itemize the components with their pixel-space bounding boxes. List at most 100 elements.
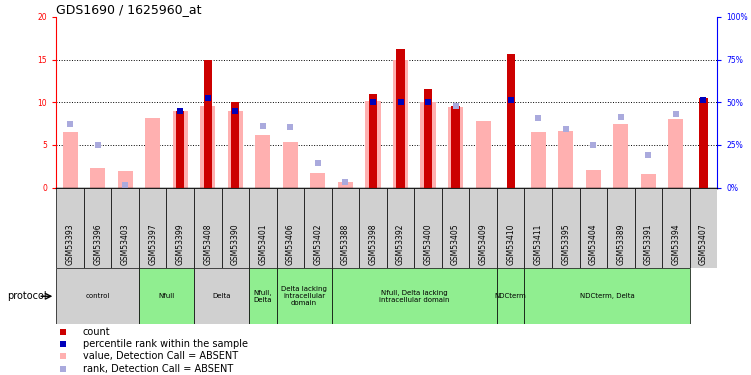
Bar <box>415 188 442 268</box>
Text: GSM53398: GSM53398 <box>369 224 378 265</box>
Bar <box>369 94 377 188</box>
Bar <box>231 102 240 188</box>
Text: value, Detection Call = ABSENT: value, Detection Call = ABSENT <box>83 351 238 361</box>
Bar <box>276 188 304 268</box>
Bar <box>201 106 216 188</box>
Bar <box>469 188 497 268</box>
Text: GSM53407: GSM53407 <box>699 224 708 266</box>
Bar <box>118 171 133 188</box>
Bar <box>194 268 249 324</box>
Bar <box>276 268 332 324</box>
Bar <box>56 188 84 268</box>
Bar <box>56 268 139 324</box>
Bar <box>222 188 249 268</box>
Text: Delta lacking
intracellular
domain: Delta lacking intracellular domain <box>281 286 327 306</box>
Bar <box>304 188 332 268</box>
Bar <box>393 60 408 188</box>
Bar <box>524 188 552 268</box>
Bar <box>387 188 415 268</box>
Bar <box>475 121 490 188</box>
Text: GSM53404: GSM53404 <box>589 224 598 266</box>
Bar <box>497 188 524 268</box>
Bar <box>194 188 222 268</box>
Text: GSM53409: GSM53409 <box>478 224 487 266</box>
Text: Nfull: Nfull <box>158 293 174 299</box>
Bar <box>359 188 387 268</box>
Text: GSM53399: GSM53399 <box>176 224 185 266</box>
Text: GSM53392: GSM53392 <box>396 224 405 265</box>
Bar <box>448 107 463 188</box>
Bar <box>111 188 139 268</box>
Bar <box>255 135 270 188</box>
Text: GSM53401: GSM53401 <box>258 224 267 265</box>
Text: GSM53400: GSM53400 <box>424 224 433 266</box>
Bar <box>506 54 515 188</box>
Bar <box>635 188 662 268</box>
Bar <box>176 111 184 188</box>
Text: GSM53390: GSM53390 <box>231 224 240 266</box>
Bar <box>580 188 607 268</box>
Bar <box>332 188 359 268</box>
Bar <box>641 174 656 188</box>
Text: GSM53388: GSM53388 <box>341 224 350 265</box>
Bar <box>90 168 105 188</box>
Bar <box>249 188 276 268</box>
Bar <box>84 188 111 268</box>
Bar <box>167 188 194 268</box>
Bar <box>338 182 353 188</box>
Bar <box>531 132 546 188</box>
Bar <box>497 268 524 324</box>
Bar <box>424 89 433 188</box>
Text: GSM53397: GSM53397 <box>148 224 157 266</box>
Bar <box>586 170 601 188</box>
Text: GSM53405: GSM53405 <box>451 224 460 266</box>
Text: protocol: protocol <box>8 291 47 301</box>
Text: GSM53408: GSM53408 <box>204 224 213 265</box>
Bar <box>668 119 683 188</box>
Bar <box>139 268 194 324</box>
Bar <box>366 101 381 188</box>
Bar <box>607 188 635 268</box>
Bar <box>442 188 469 268</box>
Text: control: control <box>86 293 110 299</box>
Bar <box>249 268 276 324</box>
Text: GSM53411: GSM53411 <box>534 224 543 265</box>
Bar <box>451 106 460 188</box>
Text: GSM53406: GSM53406 <box>286 224 295 266</box>
Text: GSM53396: GSM53396 <box>93 224 102 266</box>
Text: count: count <box>83 327 110 337</box>
Bar <box>228 111 243 188</box>
Bar <box>173 111 188 188</box>
Text: Delta: Delta <box>213 293 231 299</box>
Bar <box>139 188 167 268</box>
Text: GSM53410: GSM53410 <box>506 224 515 265</box>
Bar <box>332 268 497 324</box>
Bar <box>62 132 77 188</box>
Text: rank, Detection Call = ABSENT: rank, Detection Call = ABSENT <box>83 364 233 374</box>
Text: GSM53395: GSM53395 <box>561 224 570 266</box>
Text: Nfull,
Delta: Nfull, Delta <box>254 290 272 303</box>
Bar <box>524 268 689 324</box>
Text: GSM53391: GSM53391 <box>644 224 653 265</box>
Text: GSM53394: GSM53394 <box>671 224 680 266</box>
Bar <box>283 142 298 188</box>
Text: GSM53402: GSM53402 <box>313 224 322 265</box>
Text: NDCterm: NDCterm <box>495 293 526 299</box>
Bar <box>689 188 717 268</box>
Text: GSM53389: GSM53389 <box>617 224 626 265</box>
Text: GSM53403: GSM53403 <box>121 224 130 266</box>
Text: NDCterm, Delta: NDCterm, Delta <box>580 293 635 299</box>
Bar <box>145 118 160 188</box>
Text: GSM53393: GSM53393 <box>65 224 74 266</box>
Text: GDS1690 / 1625960_at: GDS1690 / 1625960_at <box>56 3 202 16</box>
Bar <box>204 60 212 188</box>
Bar <box>552 188 580 268</box>
Bar <box>421 102 436 188</box>
Bar <box>614 123 629 188</box>
Bar <box>699 98 707 188</box>
Text: percentile rank within the sample: percentile rank within the sample <box>83 339 248 349</box>
Bar <box>558 131 573 188</box>
Text: Nfull, Delta lacking
intracellular domain: Nfull, Delta lacking intracellular domai… <box>379 290 450 303</box>
Bar <box>662 188 689 268</box>
Bar <box>310 173 325 188</box>
